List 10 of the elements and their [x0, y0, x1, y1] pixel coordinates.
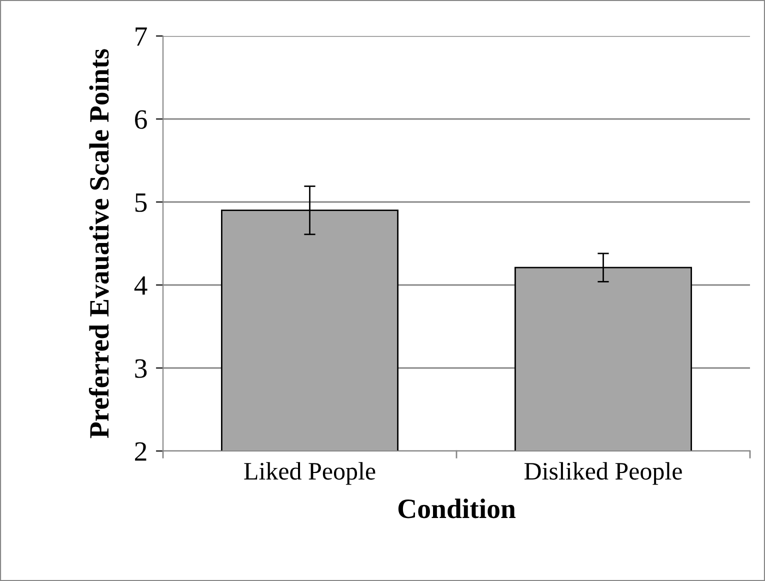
y-tick-label: 6: [135, 110, 147, 129]
y-tick-label: 4: [134, 276, 148, 295]
y-tick-label: 5: [135, 193, 147, 212]
x-tick-label: Disliked People: [524, 462, 682, 485]
x-axis-title: Condition: [398, 498, 516, 518]
x-tick-label: Liked People: [244, 462, 376, 485]
y-tick-label: 3: [135, 359, 147, 378]
y-tick-label: 2: [135, 442, 146, 461]
y-axis-title: Preferred Evauative Scale Points: [88, 49, 109, 438]
y-tick-label: 7: [136, 27, 147, 46]
